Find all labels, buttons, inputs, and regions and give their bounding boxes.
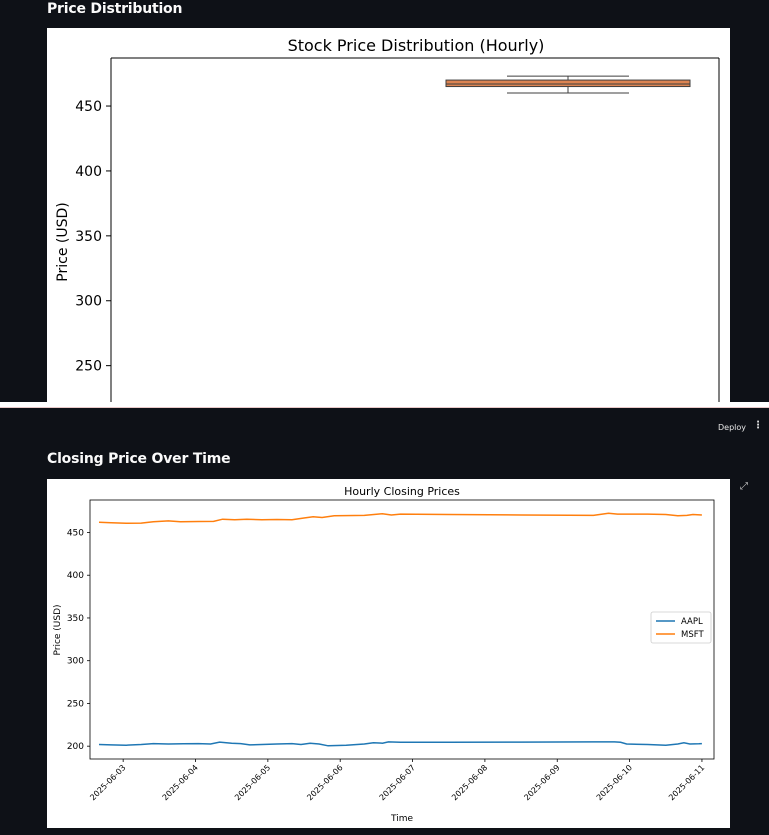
line-ytick-label: 300 bbox=[67, 657, 84, 667]
line-chart-panel: Hourly Closing Prices Price (USD) Time 2… bbox=[47, 479, 730, 828]
line-xtick-label: 2025-06-08 bbox=[450, 763, 489, 802]
line-xtick-label: 2025-06-05 bbox=[233, 763, 272, 802]
line-ytick-label: 200 bbox=[67, 742, 84, 752]
box-ytick-label: 450 bbox=[75, 99, 102, 115]
box-ytick-label: 300 bbox=[75, 294, 102, 310]
closing-section-title: Closing Price Over Time bbox=[47, 451, 230, 467]
line-xtick-label: 2025-06-10 bbox=[595, 763, 634, 802]
line-ytick-label: 350 bbox=[67, 614, 84, 624]
legend-label-aapl: AAPL bbox=[681, 617, 703, 627]
line-ytick-label: 400 bbox=[67, 571, 84, 581]
distribution-section-title: Price Distribution bbox=[47, 1, 182, 17]
box-iqr bbox=[446, 80, 690, 86]
box-plot-panel: Stock Price Distribution (Hourly) Price … bbox=[47, 28, 730, 402]
line-xtick-label: 2025-06-11 bbox=[667, 763, 706, 802]
box-chart-title: Stock Price Distribution (Hourly) bbox=[288, 36, 545, 55]
line-ytick-label: 450 bbox=[67, 528, 84, 538]
line-chart-ylabel: Price (USD) bbox=[53, 604, 63, 655]
line-chart: Hourly Closing Prices Price (USD) Time 2… bbox=[47, 479, 730, 828]
line-xtick-label: 2025-06-06 bbox=[305, 763, 344, 802]
line-chart-xlabel: Time bbox=[390, 814, 413, 824]
box-ytick-label: 350 bbox=[75, 229, 102, 245]
box-plot-chart: Stock Price Distribution (Hourly) Price … bbox=[47, 28, 730, 402]
vertical-ellipsis-icon[interactable]: ⋮ bbox=[753, 420, 763, 431]
line-xtick-label: 2025-06-04 bbox=[161, 763, 200, 802]
series-line-msft bbox=[99, 513, 702, 523]
line-ytick-label: 250 bbox=[67, 699, 84, 709]
legend-label-msft: MSFT bbox=[681, 630, 704, 640]
page-break-line bbox=[0, 407, 769, 408]
box-ytick-label: 250 bbox=[75, 359, 102, 375]
line-chart-title: Hourly Closing Prices bbox=[344, 485, 460, 498]
line-xtick-label: 2025-06-03 bbox=[88, 763, 127, 802]
line-xtick-label: 2025-06-07 bbox=[378, 763, 417, 802]
box-chart-ylabel: Price (USD) bbox=[55, 202, 71, 281]
box-ytick-label: 400 bbox=[75, 164, 102, 180]
line-xtick-label: 2025-06-09 bbox=[522, 763, 561, 802]
series-line-aapl bbox=[99, 742, 702, 746]
fullscreen-expand-icon[interactable]: ⤢ bbox=[740, 481, 748, 492]
deploy-button[interactable]: Deploy bbox=[718, 423, 746, 432]
line-plot-frame bbox=[90, 500, 714, 759]
